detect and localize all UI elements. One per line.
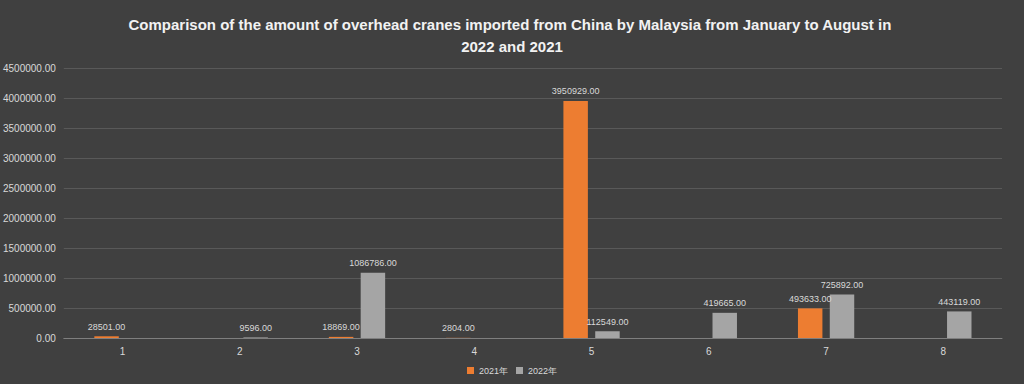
svg-text:3500000.00: 3500000.00	[3, 123, 56, 134]
svg-text:500000.00: 500000.00	[9, 303, 57, 314]
svg-text:3000000.00: 3000000.00	[3, 153, 56, 164]
svg-text:4500000.00: 4500000.00	[3, 63, 56, 74]
svg-text:2: 2	[237, 346, 243, 357]
svg-text:1086786.00: 1086786.00	[349, 258, 397, 268]
svg-text:1: 1	[120, 346, 126, 357]
svg-text:8: 8	[941, 346, 947, 357]
svg-text:2000000.00: 2000000.00	[3, 213, 56, 224]
svg-text:4: 4	[471, 346, 477, 357]
svg-text:419665.00: 419665.00	[703, 298, 746, 308]
svg-text:112549.00: 112549.00	[587, 317, 629, 327]
svg-text:4000000.00: 4000000.00	[3, 93, 56, 104]
svg-text:Comparison of the amount of ov: Comparison of the amount of overhead cra…	[128, 16, 895, 33]
svg-text:2804.00: 2804.00	[442, 323, 475, 333]
svg-text:0.00: 0.00	[36, 333, 56, 344]
svg-text:1500000.00: 1500000.00	[3, 243, 56, 254]
svg-text:3950929.00: 3950929.00	[552, 86, 600, 96]
svg-text:493633.00: 493633.00	[789, 294, 832, 304]
svg-text:725892.00: 725892.00	[821, 280, 864, 290]
svg-text:2022年: 2022年	[528, 366, 557, 376]
svg-text:9596.00: 9596.00	[239, 323, 272, 333]
svg-text:6: 6	[706, 346, 712, 357]
svg-text:28501.00: 28501.00	[88, 322, 126, 332]
svg-text:7: 7	[823, 346, 829, 357]
svg-text:2022 and 2021: 2022 and 2021	[461, 38, 563, 55]
svg-text:2021年: 2021年	[479, 366, 508, 376]
svg-text:1000000.00: 1000000.00	[3, 273, 56, 284]
svg-text:2500000.00: 2500000.00	[3, 183, 56, 194]
svg-text:443119.00: 443119.00	[938, 297, 980, 307]
svg-text:18869.00: 18869.00	[322, 322, 360, 332]
svg-text:3: 3	[354, 346, 360, 357]
svg-text:5: 5	[589, 346, 595, 357]
